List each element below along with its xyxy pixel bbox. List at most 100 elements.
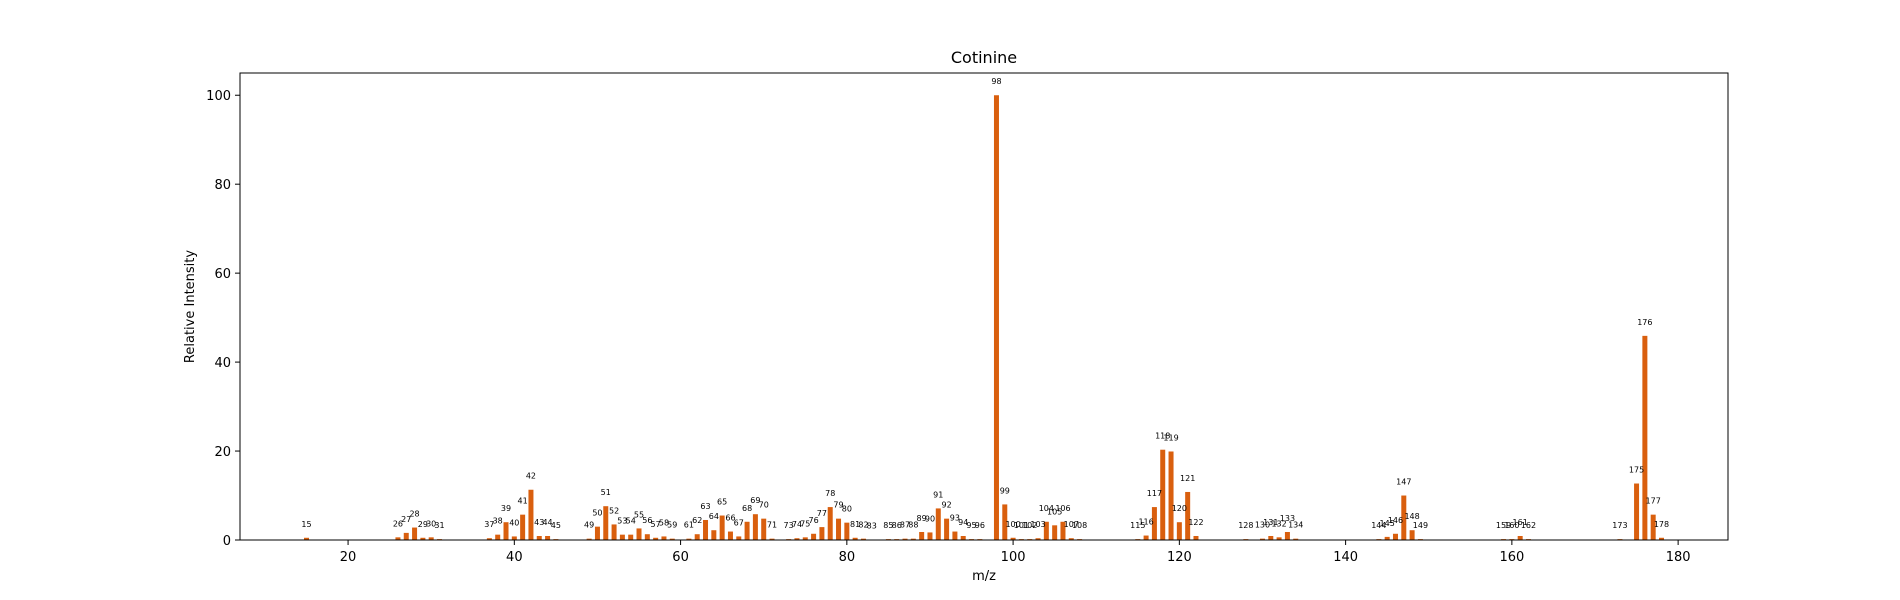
- peak-label-122: 122: [1188, 518, 1203, 527]
- peak-label-66: 66: [725, 514, 735, 523]
- peak-bar-61: [686, 538, 692, 540]
- peak-label-52: 52: [609, 506, 619, 515]
- peak-label-30: 30: [426, 519, 436, 528]
- peak-bar-76: [811, 533, 817, 540]
- peak-label-44: 44: [542, 518, 552, 527]
- peak-label-149: 149: [1413, 521, 1428, 530]
- peak-bar-106: [1060, 521, 1066, 540]
- peak-bar-74: [794, 538, 800, 540]
- peak-label-95: 95: [966, 521, 976, 530]
- peak-bar-132: [1276, 537, 1282, 540]
- peak-bar-134: [1293, 538, 1299, 540]
- x-axis-ticks: 20 40 60 80 100 120 140 160 180: [340, 540, 1691, 565]
- x-tick-label-80: 80: [839, 550, 856, 565]
- peak-label-87: 87: [900, 521, 910, 530]
- x-axis-label: m/z: [972, 569, 996, 584]
- peak-label-77: 77: [817, 509, 827, 518]
- peak-bar-56: [644, 534, 650, 540]
- peak-bar-117: [1151, 507, 1157, 540]
- peak-label-69: 69: [750, 496, 760, 505]
- y-axis-ticks: 0 20 40 60 80 100: [206, 89, 240, 549]
- peak-bar-30: [428, 537, 434, 540]
- peak-label-55: 55: [634, 510, 644, 519]
- plot-area-frame: [239, 72, 1729, 541]
- peak-label-78: 78: [825, 489, 835, 498]
- peak-label-99: 99: [1000, 486, 1010, 495]
- peak-label-62: 62: [692, 516, 702, 525]
- peak-bar-28: [412, 527, 418, 540]
- peak-label-75: 75: [800, 519, 810, 528]
- peak-label-81: 81: [850, 520, 860, 529]
- peak-label-116: 116: [1138, 518, 1153, 527]
- peak-label-83: 83: [867, 522, 877, 531]
- peak-label-92: 92: [941, 501, 951, 510]
- peak-bar-70: [761, 518, 767, 540]
- peak-label-49: 49: [584, 521, 594, 530]
- peak-label-37: 37: [484, 520, 494, 529]
- peak-label-130: 130: [1255, 521, 1270, 530]
- peak-label-28: 28: [409, 510, 419, 519]
- peak-label-106: 106: [1055, 504, 1070, 513]
- peak-label-53: 53: [617, 517, 627, 526]
- peak-bar-54: [628, 534, 634, 540]
- peak-bar-49: [586, 538, 592, 540]
- peak-label-15: 15: [301, 520, 311, 529]
- peak-bar-107: [1068, 538, 1074, 540]
- peak-label-90: 90: [925, 514, 935, 523]
- peak-bar-118: [1160, 449, 1166, 540]
- y-tick-label-40: 40: [214, 356, 231, 371]
- peak-label-144: 144: [1371, 521, 1386, 530]
- peak-bar-37: [486, 538, 492, 540]
- peak-bar-103: [1035, 538, 1041, 540]
- peak-bar-78: [827, 507, 833, 540]
- peak-bar-27: [403, 532, 409, 540]
- peak-bar-104: [1043, 521, 1049, 540]
- peak-label-58: 58: [659, 518, 669, 527]
- peak-bar-79: [836, 518, 842, 540]
- peak-label-42: 42: [526, 472, 536, 481]
- peak-label-71: 71: [767, 521, 777, 530]
- peak-label-27: 27: [401, 515, 411, 524]
- peak-bar-53: [619, 534, 625, 540]
- peak-bar-94: [960, 535, 966, 540]
- peak-bar-62: [694, 534, 700, 540]
- peak-bar-64: [711, 530, 717, 540]
- peak-bar-69: [752, 514, 758, 540]
- peak-label-40: 40: [509, 518, 519, 527]
- peak-label-29: 29: [418, 520, 428, 529]
- peak-bar-120: [1176, 522, 1182, 540]
- peak-label-162: 162: [1521, 521, 1536, 530]
- peak-bar-68: [744, 521, 750, 540]
- peak-label-64: 64: [709, 512, 719, 521]
- y-tick-label-0: 0: [223, 534, 231, 549]
- peak-bar-80: [844, 522, 850, 540]
- peak-label-101: 101: [1014, 521, 1029, 530]
- peak-label-103: 103: [1030, 520, 1045, 529]
- peak-label-102: 102: [1022, 521, 1037, 530]
- peak-label-54: 54: [626, 517, 636, 526]
- x-tick-label-20: 20: [340, 550, 357, 565]
- peak-label-119: 119: [1163, 433, 1178, 442]
- peak-bar-52: [611, 524, 617, 540]
- peak-bar-29: [420, 537, 426, 540]
- peak-bar-81: [852, 537, 858, 540]
- peak-bar-38: [495, 534, 501, 540]
- x-tick-label-140: 140: [1333, 550, 1358, 565]
- peak-label-176: 176: [1637, 318, 1652, 327]
- peak-bar-26: [395, 537, 401, 540]
- peak-bar-67: [736, 536, 742, 540]
- peak-label-115: 115: [1130, 521, 1145, 530]
- peak-label-145: 145: [1380, 519, 1395, 528]
- peak-bar-55: [636, 528, 642, 540]
- peak-label-104: 104: [1039, 504, 1054, 513]
- peak-bar-99: [1002, 504, 1008, 540]
- peak-label-68: 68: [742, 504, 752, 513]
- peak-bar-40: [511, 536, 517, 540]
- peak-bar-42: [528, 489, 534, 540]
- peak-bar-59: [669, 538, 675, 540]
- peak-bar-92: [944, 518, 950, 540]
- chart-title: Cotinine: [951, 48, 1017, 67]
- peak-label-82: 82: [858, 521, 868, 530]
